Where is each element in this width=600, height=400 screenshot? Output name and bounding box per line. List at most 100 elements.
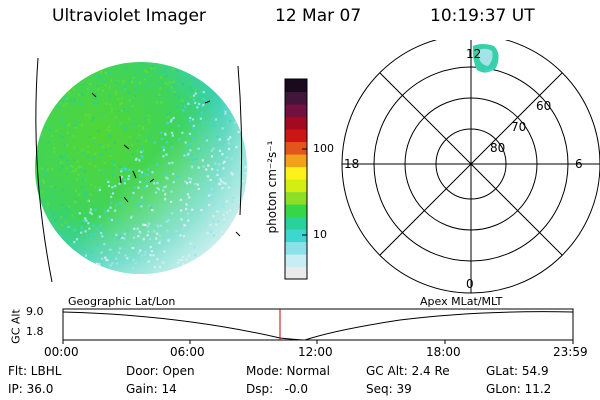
speckle-pixel [61, 100, 64, 103]
speckle-pixel [153, 230, 156, 233]
speckle-pixel [118, 221, 121, 224]
speckle-pixel [50, 185, 53, 188]
speckle-pixel [89, 211, 92, 214]
speckle-pixel [126, 109, 129, 112]
speckle-pixel [136, 149, 139, 153]
speckle-pixel [126, 257, 129, 260]
speckle-pixel [136, 85, 139, 88]
speckle-pixel [74, 198, 77, 201]
speckle-pixel [81, 178, 84, 181]
speckle-pixel [210, 230, 213, 233]
speckle-pixel [188, 132, 192, 135]
speckle-pixel [167, 239, 170, 242]
speckle-pixel [120, 109, 123, 112]
speckle-pixel [216, 210, 219, 213]
speckle-pixel [163, 250, 166, 253]
speckle-pixel [123, 182, 126, 185]
speckle-pixel [119, 103, 122, 106]
speckle-pixel [132, 267, 135, 270]
speckle-pixel [116, 122, 119, 125]
speckle-pixel [214, 162, 217, 165]
speckle-pixel [110, 107, 113, 110]
speckle-pixel [62, 136, 65, 139]
speckle-pixel [180, 218, 183, 221]
speckle-pixel [101, 257, 104, 260]
speckle-pixel [155, 101, 158, 104]
speckle-pixel [119, 165, 122, 168]
polar-mlat-mlt-plot [341, 40, 600, 294]
speckle-pixel [143, 186, 146, 189]
speckle-pixel [181, 131, 184, 134]
speckle-pixel [186, 193, 190, 196]
color-swatch [285, 116, 307, 130]
speckle-pixel [199, 117, 202, 120]
speckle-pixel [202, 98, 205, 101]
speckle-pixel [140, 155, 143, 158]
speckle-pixel [108, 86, 111, 89]
speckle-pixel [68, 133, 71, 136]
speckle-pixel [64, 96, 67, 99]
speckle-pixel [75, 167, 78, 170]
speckle-pixel [227, 186, 230, 189]
speckle-pixel [128, 91, 131, 95]
polar-diagonal-2 [379, 72, 563, 256]
speckle-pixel [101, 89, 105, 92]
speckle-pixel [167, 116, 170, 119]
speckle-pixel [196, 106, 199, 109]
speckle-pixel [119, 235, 122, 238]
speckle-pixel [107, 134, 110, 137]
speckle-pixel [142, 200, 145, 203]
speckle-pixel [117, 237, 120, 240]
speckle-pixel [59, 234, 62, 237]
speckle-pixel [98, 76, 101, 79]
speckle-pixel [182, 235, 186, 238]
speckle-pixel [40, 137, 43, 140]
speckle-pixel [195, 157, 198, 160]
speckle-pixel [177, 95, 180, 98]
color-swatch [285, 166, 307, 180]
speckle-pixel [165, 141, 168, 144]
speckle-pixel [138, 134, 141, 137]
speckle-pixel [101, 237, 104, 240]
speckle-pixel [98, 143, 102, 147]
speckle-pixel [131, 246, 134, 250]
speckle-pixel [179, 209, 183, 212]
speckle-pixel [194, 254, 197, 257]
speckle-pixel [104, 83, 107, 86]
speckle-pixel [73, 124, 76, 127]
speckle-pixel [92, 116, 95, 120]
speckle-pixel [167, 114, 170, 117]
speckle-pixel [223, 160, 226, 163]
speckle-pixel [114, 209, 117, 212]
speckle-pixel [99, 224, 102, 227]
speckle-pixel [171, 67, 175, 70]
speckle-pixel [150, 67, 153, 70]
speckle-pixel [59, 155, 62, 158]
speckle-pixel [71, 170, 75, 173]
speckle-pixel [107, 180, 110, 183]
speckle-pixel [88, 227, 91, 230]
speckle-pixel [110, 147, 113, 150]
speckle-pixel [46, 168, 49, 171]
speckle-pixel [165, 153, 168, 156]
speckle-pixel [148, 222, 151, 225]
speckle-pixel [211, 168, 214, 171]
status-ip: IP: 36.0 [8, 382, 54, 396]
speckle-pixel [83, 177, 86, 180]
speckle-pixel [205, 136, 208, 139]
speckle-pixel [107, 125, 111, 128]
speckle-pixel [201, 105, 204, 108]
speckle-pixel [60, 215, 63, 218]
speckle-pixel [97, 130, 100, 133]
speckle-pixel [67, 211, 70, 215]
color-scale-bar [284, 78, 308, 280]
speckle-pixel [165, 113, 169, 116]
speckle-pixel [115, 257, 118, 260]
speckle-pixel [200, 208, 203, 212]
speckle-pixel [100, 153, 104, 156]
speckle-pixel [121, 87, 124, 90]
speckle-pixel [194, 92, 197, 95]
speckle-pixel [176, 106, 179, 109]
speckle-pixel [132, 74, 136, 77]
speckle-pixel [95, 93, 98, 96]
